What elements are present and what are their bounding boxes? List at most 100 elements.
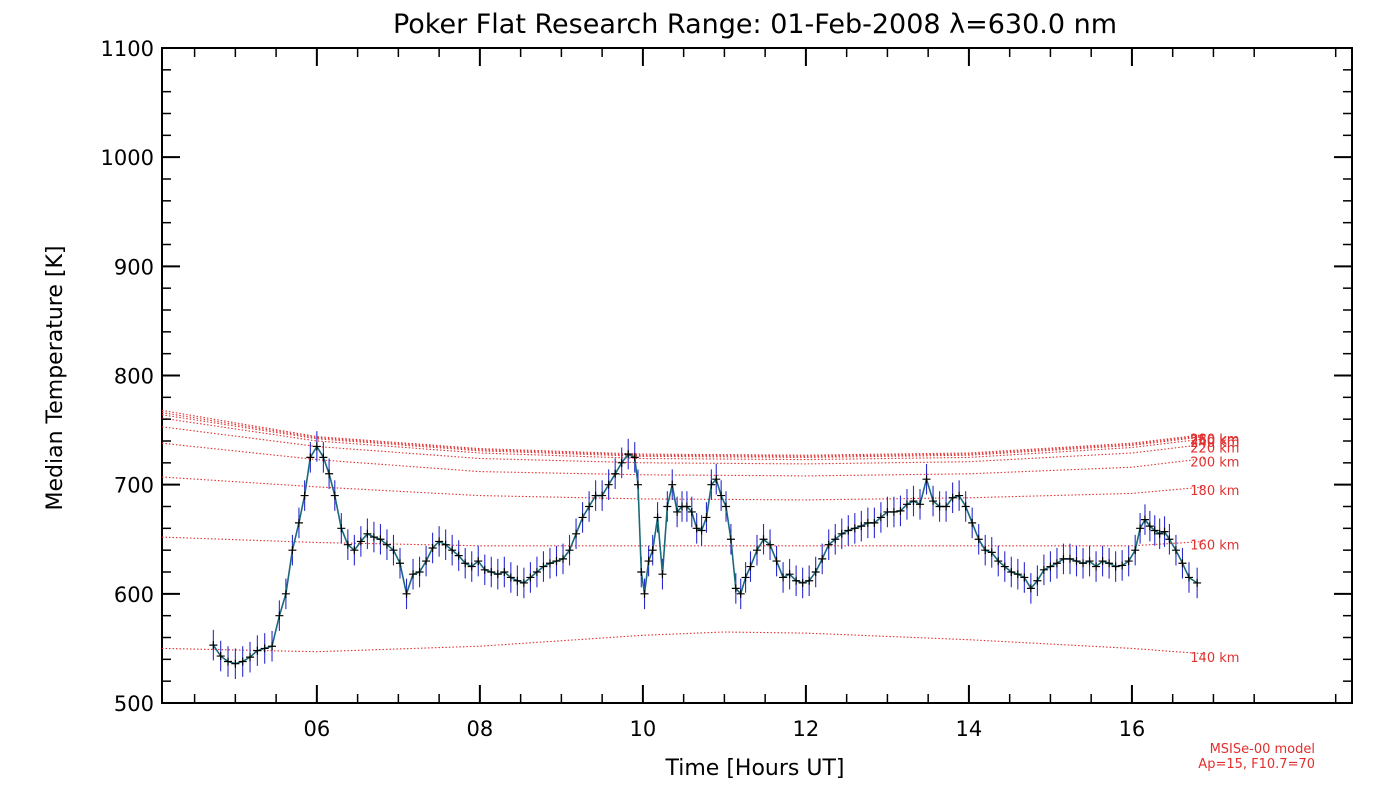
data-point xyxy=(759,535,768,544)
data-point xyxy=(726,535,735,544)
data-point xyxy=(981,546,990,555)
data-point xyxy=(532,568,541,576)
data-point xyxy=(604,480,613,489)
data-point xyxy=(506,573,515,582)
data-point xyxy=(288,546,297,555)
data-point xyxy=(356,537,365,546)
data-point xyxy=(337,524,346,533)
data-point xyxy=(1171,546,1180,555)
data-point xyxy=(902,500,911,509)
data-point xyxy=(552,557,561,566)
data-point xyxy=(312,442,321,451)
data-point xyxy=(697,526,706,535)
x-tick-label: 16 xyxy=(1119,717,1146,741)
data-point xyxy=(526,573,535,582)
data-point xyxy=(319,453,328,462)
data-point xyxy=(300,491,309,500)
data-point xyxy=(818,554,827,563)
data-point xyxy=(1052,559,1061,568)
data-point xyxy=(805,576,814,585)
data-point xyxy=(1020,573,1029,582)
model-curve xyxy=(161,412,1206,457)
y-tick-label: 600 xyxy=(114,583,154,607)
data-point xyxy=(634,480,642,489)
data-point xyxy=(253,646,262,655)
data-point xyxy=(467,562,476,571)
plot-frame xyxy=(161,47,1353,704)
data-point xyxy=(889,507,898,516)
model-curve xyxy=(161,409,1206,456)
data-point xyxy=(428,543,437,552)
data-point xyxy=(474,557,483,566)
data-point xyxy=(231,659,240,668)
model-curve xyxy=(161,536,1206,547)
model-curve-label: 160 km xyxy=(1190,538,1239,553)
data-point xyxy=(281,589,290,598)
data-point xyxy=(559,554,568,563)
data-point xyxy=(402,589,411,598)
data-point xyxy=(238,657,247,666)
data-point xyxy=(896,506,905,515)
data-point xyxy=(396,559,404,568)
data-point xyxy=(1072,557,1081,566)
data-point xyxy=(922,475,931,484)
data-point xyxy=(798,578,807,587)
data-point xyxy=(692,524,701,533)
data-point xyxy=(955,491,964,500)
axes: 500 600 700 800 900 1000 1100 06 08 10 12 14 16 xyxy=(101,37,1352,741)
model-note-2: Ap=15, F10.7=70 xyxy=(1198,757,1315,772)
data-point xyxy=(294,518,303,527)
data-point xyxy=(1085,557,1094,566)
data-point xyxy=(1124,557,1133,566)
data-point xyxy=(844,526,853,535)
data-point xyxy=(260,644,269,653)
data-point xyxy=(824,540,833,549)
data-point xyxy=(1184,573,1193,582)
data-point xyxy=(1105,559,1114,568)
data-point xyxy=(942,502,951,511)
x-axis-label: Time [Hours UT] xyxy=(665,756,845,781)
data-point xyxy=(343,540,352,549)
data-point xyxy=(974,535,983,544)
model-curve-label: 200 km xyxy=(1190,455,1239,470)
data-point xyxy=(487,568,496,576)
data-point xyxy=(637,568,646,576)
data-point xyxy=(961,502,970,511)
data-point xyxy=(268,642,277,651)
data-point xyxy=(640,589,649,598)
data-point xyxy=(325,469,334,478)
data-point xyxy=(702,513,711,522)
chart-title: Poker Flat Research Range: 01-Feb-2008 λ… xyxy=(393,9,1117,40)
x-tick-label: 14 xyxy=(956,717,983,741)
data-point xyxy=(870,518,879,527)
data-point xyxy=(545,559,554,568)
data-point xyxy=(916,500,925,509)
data-point xyxy=(1079,559,1088,568)
data-point xyxy=(572,529,581,538)
y-tick-label: 500 xyxy=(114,692,154,716)
model-curve xyxy=(161,631,1206,655)
data-point xyxy=(330,491,339,500)
data-point xyxy=(753,546,761,555)
data-point xyxy=(929,497,938,506)
data-point xyxy=(209,641,218,650)
data-point xyxy=(1178,559,1187,568)
data-point xyxy=(994,557,1003,566)
data-point xyxy=(216,652,225,661)
data-point xyxy=(1013,570,1022,579)
temperature-series xyxy=(209,431,1202,679)
data-point xyxy=(731,584,740,593)
data-point xyxy=(448,546,457,555)
y-tick-label: 1000 xyxy=(101,146,154,170)
data-point xyxy=(246,653,255,662)
data-point xyxy=(409,570,418,579)
data-point xyxy=(1111,562,1120,571)
data-point xyxy=(306,453,315,462)
data-point xyxy=(722,502,731,511)
data-point xyxy=(668,480,677,489)
data-point xyxy=(736,589,745,598)
data-point xyxy=(389,546,398,555)
x-tick-label: 10 xyxy=(630,717,657,741)
model-curve xyxy=(161,442,1206,477)
